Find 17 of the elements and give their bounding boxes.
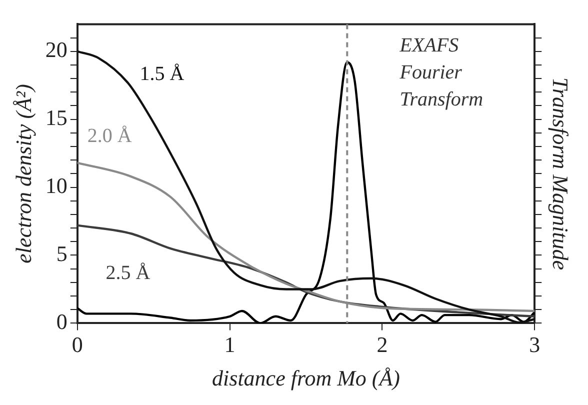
- y2-axis-title: Transform Magnitude: [548, 77, 574, 270]
- series-label: 1.5 Å: [140, 62, 185, 85]
- y-tick-label: 10: [45, 173, 68, 198]
- series-label: 2.0 Å: [87, 125, 132, 148]
- y-tick-label: 15: [45, 105, 68, 130]
- x-tick-label: 1: [224, 332, 236, 358]
- x-tick-label: 0: [72, 332, 83, 358]
- x-tick-label: 2: [376, 332, 388, 358]
- line-series: [77, 224, 535, 318]
- x-axis-title: distance from Mo (Å): [212, 366, 400, 391]
- series-label: 2.5 Å: [106, 262, 151, 284]
- y-tick-label: 5: [56, 241, 68, 266]
- x-tick-label: 3: [529, 332, 540, 358]
- y-tick-label: 20: [45, 37, 68, 62]
- y-tick-label: 0: [56, 308, 68, 334]
- annotation: EXAFS Fourier Transform: [398, 34, 484, 110]
- y-axis-title: electron density (Å²): [10, 84, 36, 264]
